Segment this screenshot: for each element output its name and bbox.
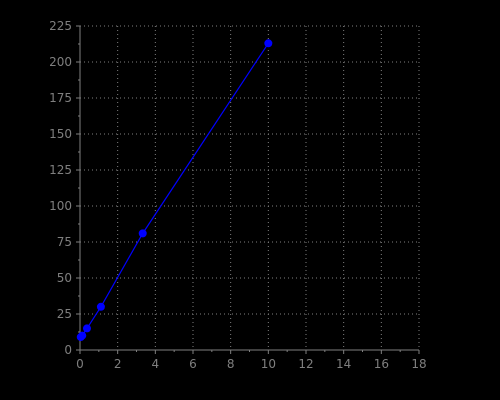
grid-lines <box>80 25 420 350</box>
y-tick-label: 150 <box>49 127 72 141</box>
x-tick-label: 6 <box>189 357 197 371</box>
y-tick-label: 175 <box>49 91 72 105</box>
x-tick-labels: 0 2 4 6 8 10 12 14 16 18 <box>76 357 426 371</box>
x-tick-label: 18 <box>411 357 426 371</box>
x-tick-label: 10 <box>261 357 276 371</box>
data-point <box>264 39 273 48</box>
y-tick-label: 100 <box>49 199 72 213</box>
data-point <box>138 229 147 238</box>
x-tick-label: 8 <box>227 357 235 371</box>
tick-marks <box>76 25 420 354</box>
y-tick-label: 50 <box>57 271 72 285</box>
data-point <box>82 324 91 333</box>
data-point <box>78 331 87 340</box>
data-point <box>96 302 105 311</box>
y-tick-label: 125 <box>49 163 72 177</box>
y-tick-label: 0 <box>64 343 72 357</box>
y-tick-label: 25 <box>57 307 72 321</box>
x-tick-label: 0 <box>76 357 84 371</box>
y-tick-label: 75 <box>57 235 72 249</box>
y-tick-label: 225 <box>49 19 72 33</box>
y-tick-labels: 0 25 50 75 100 125 150 175 200 225 <box>49 19 72 357</box>
y-tick-label: 200 <box>49 55 72 69</box>
x-tick-label: 2 <box>114 357 122 371</box>
x-tick-label: 14 <box>336 357 351 371</box>
series-group <box>76 39 273 342</box>
x-tick-label: 16 <box>374 357 389 371</box>
x-tick-label: 12 <box>298 357 313 371</box>
x-tick-label: 4 <box>152 357 160 371</box>
